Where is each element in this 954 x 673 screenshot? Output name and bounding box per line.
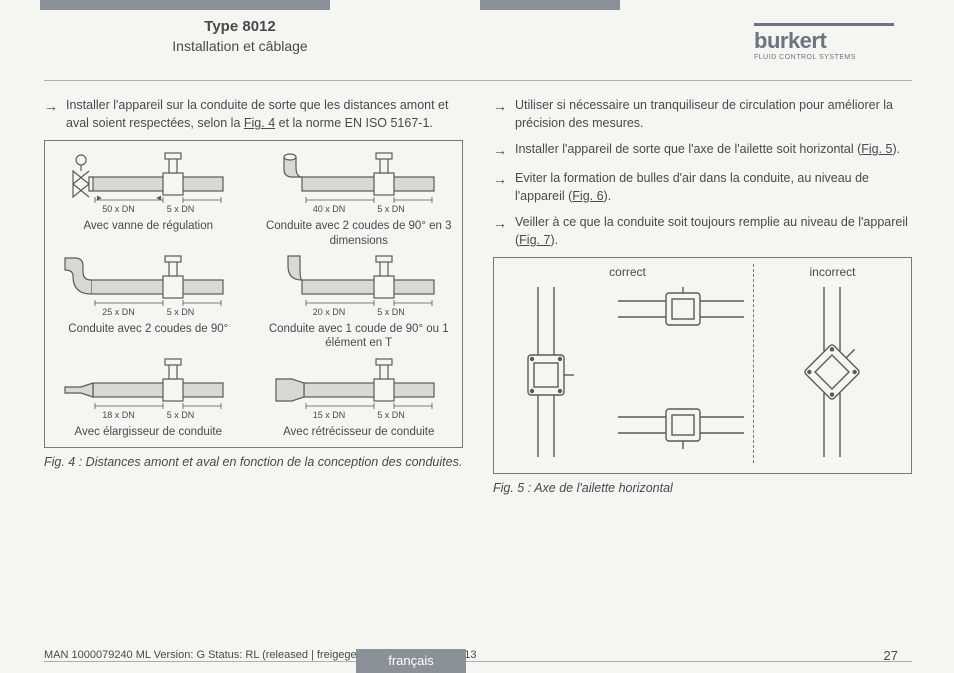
dim-up: 25 x DN [102,306,135,319]
header-rule [44,80,912,81]
page-footer: MAN 1000079240 ML Version: G Status: RL … [44,649,912,665]
dim-up: 18 x DN [102,409,135,422]
fig4-cell-2bends: 25 x DN 5 x DN Conduite avec 2 coudes de … [51,254,246,351]
accent-bar-right [480,0,620,10]
text-post: et la norme EN ISO 5167-1. [275,116,433,130]
bullet-filled: → Veiller à ce que la conduite soit touj… [493,213,912,249]
pipe-reducer-icon [274,357,444,411]
bullet-text: Eviter la formation de bulles d'air dans… [515,169,912,205]
text-post: ). [550,233,558,247]
figure-5-caption: Fig. 5 : Axe de l'ailette horizontal [493,480,912,497]
fig4-label: Avec élargisseur de conduite [51,425,246,439]
arrow-icon: → [493,169,515,205]
figure-4-box: 50 x DN 5 x DN Avec vanne de régulation [44,140,463,448]
fig4-label: Avec rétrécisseur de conduite [262,425,457,439]
right-column: → Utiliser si nécessaire un tranquiliseu… [493,96,912,496]
correct-orientation-icon [508,287,748,457]
ref-fig7[interactable]: Fig. 7 [519,233,550,247]
top-accent-bars [0,0,954,12]
arrow-icon: → [493,96,515,132]
fig4-label: Conduite avec 1 coude de 90° ou 1 élémen… [262,322,457,351]
arrow-icon: → [493,140,515,160]
fig5-incorrect-label: incorrect [762,264,903,281]
dim-down: 5 x DN [377,203,405,216]
dim-down: 5 x DN [377,409,405,422]
dim-up: 20 x DN [313,306,346,319]
fig5-correct-label: correct [502,264,753,281]
page-number: 27 [884,648,898,663]
fig5-correct-panel: correct [502,264,753,463]
bullet-text: Utiliser si nécessaire un tranquiliseur … [515,96,912,132]
pipe-2bends3d-icon [274,151,444,205]
figure-4-grid: 50 x DN 5 x DN Avec vanne de régulation [51,151,456,439]
bullet-axis: → Installer l'appareil de sorte que l'ax… [493,140,912,160]
pipe-enlarger-icon [63,357,233,411]
ref-fig5[interactable]: Fig. 5 [861,142,892,156]
bullet-text: Installer l'appareil sur la conduite de … [66,96,463,132]
arrow-icon: → [493,213,515,249]
fig5-incorrect-panel: incorrect [753,264,903,463]
fig4-cell-reducer: 15 x DN 5 x DN Avec rétrécisseur de condu… [262,357,457,439]
fig4-cell-2bends3d: 40 x DN 5 x DN Conduite avec 2 coudes de … [262,151,457,248]
footer-meta: MAN 1000079240 ML Version: G Status: RL … [44,649,912,661]
bullet-text: Veiller à ce que la conduite soit toujou… [515,213,912,249]
fig4-label: Conduite avec 2 coudes de 90° en 3 dimen… [262,219,457,248]
dim-up: 40 x DN [313,203,346,216]
fig4-label: Conduite avec 2 coudes de 90° [51,322,246,336]
ref-fig4[interactable]: Fig. 4 [244,116,275,130]
text-pre: Eviter la formation de bulles d'air dans… [515,171,869,203]
bullet-bubbles: → Eviter la formation de bulles d'air da… [493,169,912,205]
dim-up: 50 x DN [102,203,135,216]
fig4-cell-valve: 50 x DN 5 x DN Avec vanne de régulation [51,151,246,248]
dim-down: 5 x DN [167,306,195,319]
arrow-icon: → [44,96,66,132]
brand-logo: burkert FLUID CONTROL SYSTEMS [754,22,894,61]
fig4-cell-enlarger: 18 x DN 5 x DN Avec élargisseur de condui… [51,357,246,439]
text-post: ). [893,142,901,156]
dim-down: 5 x DN [377,306,405,319]
pipe-2bends-icon [63,254,233,308]
brand-name: burkert [754,28,894,54]
pipe-1bend-icon [274,254,444,308]
content-columns: → Installer l'appareil sur la conduite d… [44,96,912,496]
fig4-cell-1bend: 20 x DN 5 x DN Conduite avec 1 coude de 9… [262,254,457,351]
figure-5-row: correct [502,264,903,463]
incorrect-orientation-icon [768,287,898,457]
dim-down: 5 x DN [167,409,195,422]
bullet-install: → Installer l'appareil sur la conduite d… [44,96,463,132]
pipe-valve-icon [63,151,233,205]
text-post: ). [604,189,612,203]
doc-subtitle: Installation et câblage [40,38,440,54]
bullet-text: Installer l'appareil de sorte que l'axe … [515,140,912,160]
dim-down: 5 x DN [167,203,195,216]
language-tab: français [356,649,466,673]
fig4-label: Avec vanne de régulation [51,219,246,233]
figure-5-box: correct [493,257,912,474]
figure-4-caption: Fig. 4 : Distances amont et aval en fonc… [44,454,463,471]
text-pre: Installer l'appareil de sorte que l'axe … [515,142,861,156]
text-pre: Veiller à ce que la conduite soit toujou… [515,215,908,247]
page-header: Type 8012 Installation et câblage burker… [0,18,954,78]
dim-up: 15 x DN [313,409,346,422]
doc-title: Type 8012 [40,18,440,35]
brand-tagline: FLUID CONTROL SYSTEMS [754,54,894,61]
left-column: → Installer l'appareil sur la conduite d… [44,96,463,496]
bullet-tranquil: → Utiliser si nécessaire un tranquiliseu… [493,96,912,132]
ref-fig6[interactable]: Fig. 6 [572,189,603,203]
accent-bar-left [40,0,330,10]
